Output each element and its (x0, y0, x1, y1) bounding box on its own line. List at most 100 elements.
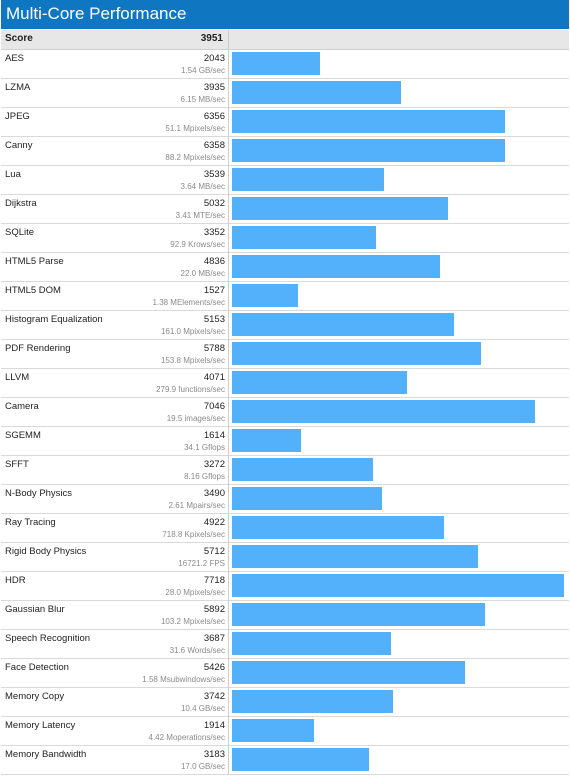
benchmark-score: 5892 (203, 604, 225, 615)
benchmark-row: Memory Copy 3742 10.4 GB/sec (1, 688, 569, 717)
bar-area (228, 601, 569, 630)
benchmark-name: Ray Tracing (5, 517, 56, 528)
benchmark-name: Memory Latency (5, 720, 76, 731)
score-bar (232, 197, 448, 220)
score-bar (232, 255, 440, 278)
benchmark-score: 5788 (203, 343, 225, 354)
score-bar (232, 429, 301, 452)
score-bar (232, 168, 384, 191)
score-bar (232, 139, 505, 162)
benchmark-rate: 718.8 Kpixels/sec (162, 530, 225, 539)
benchmark-name: Histogram Equalization (5, 314, 103, 325)
bar-area (228, 485, 569, 514)
score-bar (232, 632, 391, 655)
bar-area (228, 688, 569, 717)
benchmark-row: HTML5 Parse 4836 22.0 MB/sec (1, 253, 569, 282)
score-bar (232, 81, 401, 104)
benchmark-score: 3272 (203, 459, 225, 470)
score-row: Score 3951 (1, 30, 569, 50)
score-bar (232, 400, 535, 423)
benchmark-score: 1527 (203, 285, 225, 296)
benchmark-name: LLVM (5, 372, 30, 383)
bar-area (228, 108, 569, 137)
benchmark-name: LZMA (5, 82, 31, 93)
benchmark-row: Memory Latency 1914 4.42 Moperations/sec (1, 717, 569, 746)
benchmark-rate: 3.64 MB/sec (180, 182, 225, 191)
benchmark-score: 1914 (203, 720, 225, 731)
benchmark-score: 4836 (203, 256, 225, 267)
benchmark-rate: 4.42 Moperations/sec (148, 733, 226, 742)
benchmark-name: Memory Copy (5, 691, 65, 702)
score-bar (232, 574, 564, 597)
bar-area (228, 630, 569, 659)
benchmark-score: 3183 (203, 749, 225, 760)
benchmark-score: 3935 (203, 82, 225, 93)
benchmark-score: 7046 (203, 401, 225, 412)
bar-area (228, 224, 569, 253)
benchmark-score: 6356 (203, 111, 225, 122)
score-bar-area (228, 30, 569, 49)
benchmark-score: 3490 (203, 488, 225, 499)
benchmark-name: HDR (5, 575, 26, 586)
benchmark-row: Gaussian Blur 5892 103.2 Mpixels/sec (1, 601, 569, 630)
score-bar (232, 342, 481, 365)
benchmark-row: Face Detection 5426 1.58 Msubwindows/sec (1, 659, 569, 688)
bar-area (228, 456, 569, 485)
benchmark-name: Face Detection (5, 662, 69, 673)
bar-area (228, 340, 569, 369)
benchmark-score: 5426 (203, 662, 225, 673)
benchmark-rate: 161.0 Mpixels/sec (160, 327, 225, 336)
score-bar (232, 603, 485, 626)
benchmark-name: Camera (5, 401, 39, 412)
bar-area (228, 746, 569, 775)
benchmark-row: LLVM 4071 279.9 functions/sec (1, 369, 569, 398)
score-bar (232, 487, 382, 510)
bar-area (228, 195, 569, 224)
benchmark-rate: 28.0 Mpixels/sec (165, 588, 225, 597)
benchmark-score: 5712 (203, 546, 225, 557)
benchmark-score: 3687 (203, 633, 225, 644)
bar-area (228, 543, 569, 572)
benchmark-name: Rigid Body Physics (5, 546, 87, 557)
bar-area (228, 282, 569, 311)
benchmark-row: HDR 7718 28.0 Mpixels/sec (1, 572, 569, 601)
benchmark-rate: 92.9 Krows/sec (170, 240, 225, 249)
benchmark-score: 5032 (203, 198, 225, 209)
score-bar (232, 458, 373, 481)
benchmark-row: Ray Tracing 4922 718.8 Kpixels/sec (1, 514, 569, 543)
benchmark-row: SGEMM 1614 34.1 Gflops (1, 427, 569, 456)
benchmark-rate: 88.2 Mpixels/sec (165, 153, 225, 162)
score-bar (232, 52, 320, 75)
benchmark-rate: 1.38 MElements/sec (152, 298, 225, 307)
benchmark-score: 6358 (203, 140, 225, 151)
bar-area (228, 717, 569, 746)
benchmark-rate: 51.1 Mpixels/sec (165, 124, 225, 133)
benchmark-rate: 153.8 Mpixels/sec (160, 356, 225, 365)
title-bar: Multi-Core Performance (1, 0, 569, 29)
benchmark-row: SQLite 3352 92.9 Krows/sec (1, 224, 569, 253)
benchmark-rate: 17.0 GB/sec (180, 762, 225, 771)
benchmark-row: Histogram Equalization 5153 161.0 Mpixels/… (1, 311, 569, 340)
benchmark-score: 2043 (203, 53, 225, 64)
score-value: 3951 (200, 33, 223, 44)
bar-area (228, 572, 569, 601)
benchmark-name: Lua (5, 169, 21, 180)
score-bar (232, 719, 314, 742)
benchmark-row: Dijkstra 5032 3.41 MTE/sec (1, 195, 569, 224)
benchmark-name: HTML5 DOM (5, 285, 61, 296)
score-bar (232, 371, 407, 394)
benchmark-score: 1614 (203, 430, 225, 441)
benchmark-row: N-Body Physics 3490 2.61 Mpairs/sec (1, 485, 569, 514)
score-bar (232, 284, 298, 307)
benchmark-name: SQLite (5, 227, 35, 238)
benchmark-rate: 8.16 Gflops (184, 472, 225, 481)
benchmark-name: Gaussian Blur (5, 604, 65, 615)
benchmark-score: 3539 (203, 169, 225, 180)
benchmark-row: Rigid Body Physics 5712 16721.2 FPS (1, 543, 569, 572)
benchmark-rate: 10.4 GB/sec (180, 704, 225, 713)
benchmark-row: JPEG 6356 51.1 Mpixels/sec (1, 108, 569, 137)
benchmark-name: SGEMM (5, 430, 41, 441)
bar-area (228, 369, 569, 398)
benchmark-name: Memory Bandwidth (5, 749, 87, 760)
benchmark-rate: 19.5 images/sec (166, 414, 225, 423)
